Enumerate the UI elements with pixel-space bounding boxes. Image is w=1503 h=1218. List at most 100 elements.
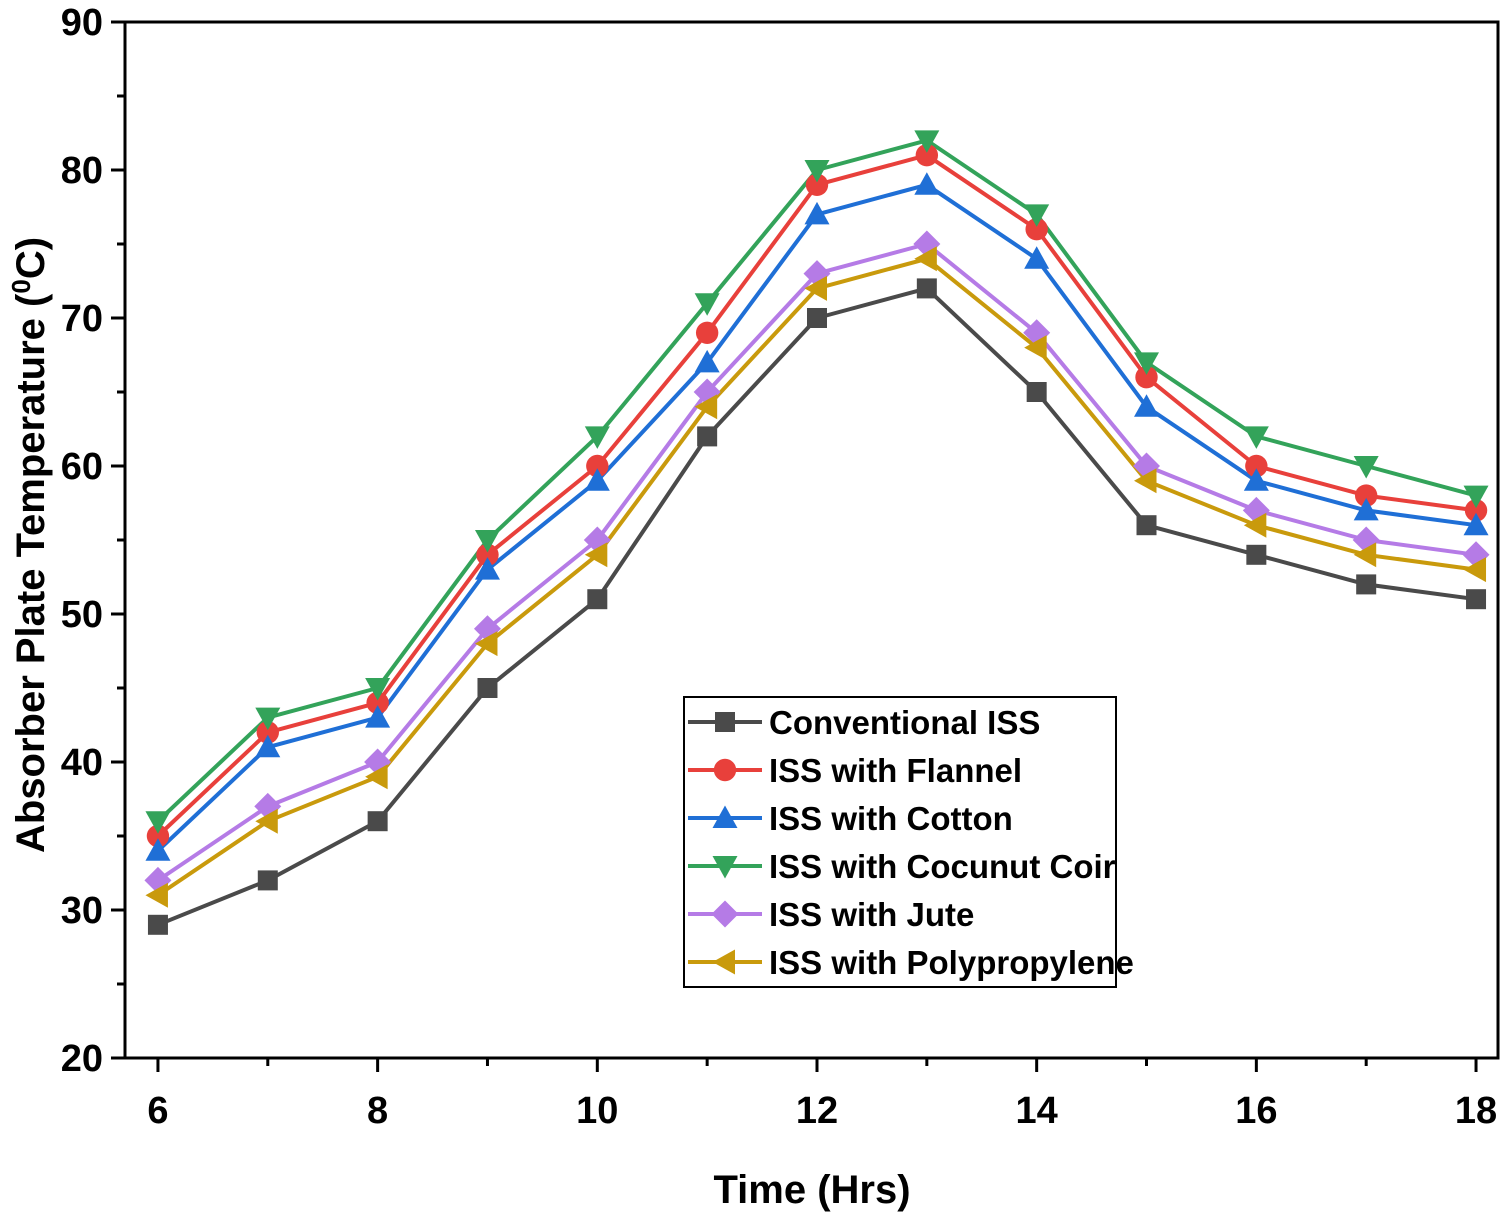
legend: Conventional ISS ISS with Flannel ISS with… bbox=[683, 696, 1134, 988]
data-point-iss-with-cocunut-coir bbox=[1024, 204, 1050, 227]
data-point-iss-with-cocunut-coir bbox=[1463, 485, 1489, 509]
data-point-iss-with-cotton bbox=[1243, 468, 1269, 491]
data-point-iss-with-cocunut-coir bbox=[255, 707, 281, 731]
legend-label: ISS with Flannel bbox=[769, 752, 1022, 789]
y-tick-label: 30 bbox=[61, 890, 103, 932]
legend-marker bbox=[715, 712, 735, 732]
data-point-iss-with-cocunut-coir bbox=[1134, 352, 1160, 375]
data-point-iss-with-polypropylene bbox=[584, 542, 608, 568]
data-point-iss-with-cotton bbox=[804, 201, 830, 225]
data-point-iss-with-polypropylene bbox=[1353, 542, 1377, 568]
y-tick-label: 90 bbox=[61, 2, 103, 44]
data-point-iss-with-jute bbox=[1242, 496, 1270, 524]
legend-label: ISS with Jute bbox=[769, 896, 974, 933]
y-tick-label: 70 bbox=[61, 298, 103, 340]
data-point-iss-with-cotton bbox=[914, 172, 940, 195]
data-point-conventional-iss bbox=[587, 589, 608, 610]
data-point-iss-with-cotton bbox=[694, 349, 720, 373]
x-tick-label: 10 bbox=[576, 1090, 618, 1132]
legend-item-iss-with-cocunut-coir: ISS with Cocunut Coir bbox=[688, 848, 1116, 885]
data-point-conventional-iss bbox=[1026, 382, 1047, 402]
data-point-iss-with-flannel bbox=[1135, 366, 1158, 389]
legend-label: ISS with Cotton bbox=[769, 800, 1013, 837]
legend-item-iss-with-jute: ISS with Jute bbox=[688, 896, 974, 933]
x-axis: 6 8 10 12 14 16 18 bbox=[147, 1058, 1497, 1132]
x-tick-label: 14 bbox=[1016, 1090, 1058, 1132]
legend-marker bbox=[712, 805, 738, 828]
legend-marker bbox=[711, 900, 739, 928]
data-point-conventional-iss bbox=[1466, 589, 1487, 610]
data-point-conventional-iss bbox=[1356, 574, 1377, 595]
data-point-conventional-iss bbox=[257, 870, 278, 891]
data-point-iss-with-cocunut-coir bbox=[1243, 426, 1269, 449]
x-axis-title: Time (Hrs) bbox=[713, 1168, 910, 1212]
data-point-iss-with-polypropylene bbox=[474, 631, 498, 657]
x-tick-label: 12 bbox=[796, 1090, 838, 1132]
data-point-iss-with-flannel bbox=[915, 144, 939, 167]
legend-item-iss-with-cotton: ISS with Cotton bbox=[688, 800, 1013, 837]
x-tick-label: 16 bbox=[1235, 1090, 1277, 1132]
data-point-iss-with-polypropylene bbox=[694, 394, 718, 420]
legend-label: ISS with Cocunut Coir bbox=[769, 848, 1116, 885]
y-tick-label: 60 bbox=[61, 446, 103, 488]
data-point-iss-with-cotton bbox=[1463, 512, 1489, 536]
y-tick-label: 20 bbox=[61, 1038, 103, 1080]
data-point-iss-with-cotton bbox=[145, 838, 171, 861]
legend-box bbox=[683, 696, 1117, 988]
data-point-iss-with-cotton bbox=[1024, 246, 1050, 269]
data-point-iss-with-flannel bbox=[476, 543, 499, 566]
data-point-iss-with-cotton bbox=[584, 468, 610, 491]
data-point-iss-with-cocunut-coir bbox=[694, 293, 720, 316]
data-point-iss-with-cotton bbox=[1134, 394, 1160, 417]
legend-marker bbox=[712, 949, 735, 975]
data-point-iss-with-polypropylene bbox=[145, 882, 168, 908]
data-point-conventional-iss bbox=[477, 678, 498, 698]
data-point-iss-with-cotton bbox=[474, 557, 500, 580]
y-tick-label: 80 bbox=[61, 150, 103, 192]
y-tick-label: 50 bbox=[61, 594, 103, 636]
data-point-iss-with-cocunut-coir bbox=[365, 678, 391, 701]
data-point-conventional-iss bbox=[697, 426, 718, 447]
data-point-iss-with-cotton bbox=[365, 705, 391, 728]
x-tick-label: 6 bbox=[147, 1090, 168, 1132]
data-point-iss-with-polypropylene bbox=[804, 275, 827, 301]
legend-item-conventional-iss: Conventional ISS bbox=[688, 704, 1040, 741]
data-point-iss-with-polypropylene bbox=[1243, 512, 1267, 538]
data-point-iss-with-cocunut-coir bbox=[914, 130, 940, 153]
data-point-conventional-iss bbox=[147, 914, 168, 935]
data-point-iss-with-cocunut-coir bbox=[1353, 456, 1379, 479]
data-point-iss-with-cocunut-coir bbox=[474, 530, 500, 553]
data-point-iss-with-flannel bbox=[1354, 484, 1378, 507]
data-point-iss-with-flannel bbox=[586, 454, 609, 478]
data-point-iss-with-cotton bbox=[1353, 497, 1379, 521]
data-point-iss-with-polypropylene bbox=[255, 808, 278, 834]
data-point-iss-with-flannel bbox=[366, 691, 389, 714]
y-axis: 20 30 40 50 60 70 80 90 bbox=[61, 2, 125, 1080]
data-point-iss-with-polypropylene bbox=[1463, 557, 1487, 583]
legend-item-iss-with-flannel: ISS with Flannel bbox=[688, 752, 1022, 789]
legend-item-iss-with-polypropylene: ISS with Polypropylene bbox=[688, 944, 1134, 981]
data-point-conventional-iss bbox=[916, 278, 937, 299]
data-point-iss-with-flannel bbox=[1464, 499, 1488, 522]
data-point-conventional-iss bbox=[367, 811, 388, 832]
y-axis-title: Absorber Plate Temperature (0C) bbox=[6, 237, 53, 853]
legend-marker bbox=[712, 856, 738, 879]
data-point-iss-with-flannel bbox=[805, 173, 829, 196]
data-point-iss-with-flannel bbox=[1245, 454, 1268, 478]
data-point-iss-with-flannel bbox=[146, 824, 170, 848]
data-point-iss-with-flannel bbox=[256, 721, 279, 744]
data-point-iss-with-cocunut-coir bbox=[804, 160, 830, 183]
data-point-conventional-iss bbox=[1246, 544, 1267, 565]
legend-marker bbox=[713, 758, 737, 782]
legend-label: Conventional ISS bbox=[769, 704, 1040, 741]
data-point-conventional-iss bbox=[1136, 515, 1157, 536]
data-point-iss-with-cocunut-coir bbox=[145, 811, 171, 834]
series-markers bbox=[144, 130, 1490, 935]
legend-label: ISS with Polypropylene bbox=[769, 944, 1134, 981]
data-point-iss-with-flannel bbox=[695, 321, 719, 344]
data-point-iss-with-polypropylene bbox=[1024, 335, 1047, 361]
data-point-iss-with-cocunut-coir bbox=[584, 426, 610, 449]
data-point-iss-with-polypropylene bbox=[1134, 468, 1157, 494]
data-point-iss-with-cotton bbox=[255, 734, 281, 758]
